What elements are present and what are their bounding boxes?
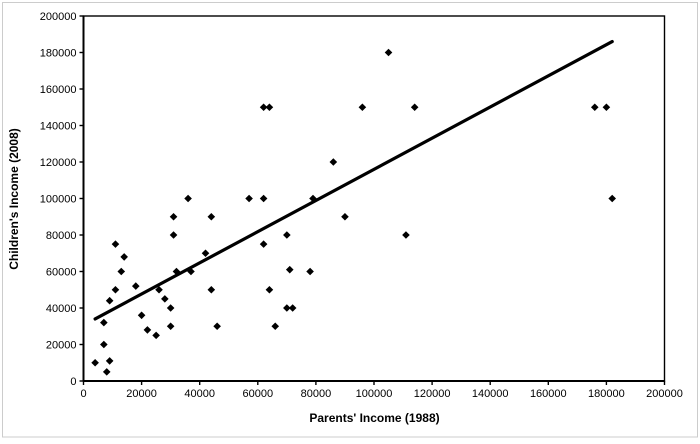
data-point-marker xyxy=(410,103,419,112)
y-tick-label: 0 xyxy=(70,376,76,388)
data-point-marker xyxy=(111,285,120,294)
data-point-marker xyxy=(259,194,268,203)
data-point-marker xyxy=(265,103,274,112)
y-tick-label: 40000 xyxy=(46,303,77,315)
data-point-marker xyxy=(91,358,99,367)
data-point-marker xyxy=(100,340,108,349)
data-point-marker xyxy=(309,194,317,203)
data-point-marker xyxy=(602,103,611,112)
x-tick-label: 200000 xyxy=(646,388,683,400)
data-point-marker xyxy=(245,194,253,203)
y-tick-label: 180000 xyxy=(40,47,77,59)
x-tick-label: 100000 xyxy=(356,388,393,400)
x-tick-label: 160000 xyxy=(530,388,567,400)
y-tick-label: 20000 xyxy=(46,339,77,351)
y-tick-label: 140000 xyxy=(40,120,77,132)
y-tick-label: 60000 xyxy=(46,266,77,278)
x-tick-label: 80000 xyxy=(301,388,332,400)
data-point-marker xyxy=(265,285,274,294)
data-point-marker xyxy=(590,103,599,112)
data-point-marker xyxy=(608,194,617,203)
data-point-marker xyxy=(207,285,216,294)
data-point-marker xyxy=(271,322,280,331)
data-point-marker xyxy=(329,158,338,166)
trend-line xyxy=(93,39,614,321)
data-point-marker xyxy=(143,326,152,334)
data-point-marker xyxy=(358,103,367,112)
y-axis-title: Children's Income (2008) xyxy=(7,128,21,270)
data-point-marker xyxy=(111,240,120,248)
data-point-marker xyxy=(283,231,291,239)
data-point-marker xyxy=(172,267,181,276)
data-point-marker xyxy=(105,296,114,305)
data-point-marker xyxy=(105,357,114,365)
data-point-marker xyxy=(285,265,294,274)
data-point-marker xyxy=(100,318,108,327)
data-point-marker xyxy=(187,267,195,276)
x-tick-label: 40000 xyxy=(184,388,215,400)
data-point-marker xyxy=(120,253,128,261)
x-tick-label: 120000 xyxy=(414,388,451,400)
y-tick-label: 120000 xyxy=(40,157,77,169)
data-point-marker xyxy=(341,212,349,221)
data-point-marker xyxy=(283,304,291,312)
figure-border xyxy=(2,2,698,438)
data-point-marker xyxy=(155,285,163,294)
y-tick-label: 160000 xyxy=(40,84,77,96)
y-tick-label: 200000 xyxy=(40,11,77,23)
data-point-marker xyxy=(201,249,210,258)
data-point-marker xyxy=(102,368,111,376)
data-point-marker xyxy=(384,48,393,57)
data-point-marker xyxy=(137,311,146,320)
data-point-marker xyxy=(169,212,178,221)
data-point-marker xyxy=(207,212,216,221)
data-point-marker xyxy=(402,231,410,239)
data-point-marker xyxy=(288,304,297,312)
data-point-marker xyxy=(259,240,268,248)
x-axis-title: Parents' Income (1988) xyxy=(309,411,440,425)
data-point-marker xyxy=(152,331,160,340)
x-tick-label: 20000 xyxy=(126,388,157,400)
data-point-marker xyxy=(131,282,140,290)
y-tick-label: 80000 xyxy=(46,230,77,242)
x-tick-label: 180000 xyxy=(588,388,625,400)
x-tick-label: 140000 xyxy=(472,388,509,400)
data-point-marker xyxy=(166,304,175,312)
data-point-marker xyxy=(259,103,268,112)
plot-area-border xyxy=(82,15,666,382)
data-point-marker xyxy=(166,322,175,331)
data-point-marker xyxy=(169,231,178,239)
x-tick-label: 0 xyxy=(80,388,86,400)
x-tick-label: 60000 xyxy=(243,388,274,400)
y-tick-label: 100000 xyxy=(40,193,77,205)
data-point-marker xyxy=(184,194,192,203)
data-point-marker xyxy=(306,267,314,276)
data-point-marker xyxy=(117,267,126,276)
data-point-marker xyxy=(213,322,221,331)
data-point-marker xyxy=(161,295,169,303)
